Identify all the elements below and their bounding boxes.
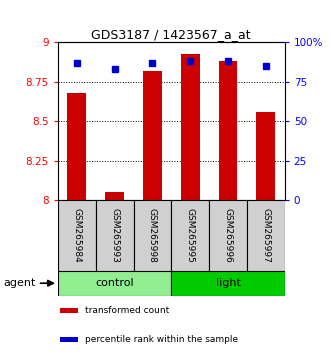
Text: percentile rank within the sample: percentile rank within the sample: [85, 335, 238, 344]
Text: control: control: [95, 278, 134, 288]
Text: GSM265998: GSM265998: [148, 208, 157, 263]
Title: GDS3187 / 1423567_a_at: GDS3187 / 1423567_a_at: [91, 28, 251, 41]
Bar: [58, 271, 171, 296]
Bar: [60, 337, 78, 342]
Text: GSM265993: GSM265993: [110, 208, 119, 263]
Text: GSM265984: GSM265984: [72, 208, 81, 263]
Text: transformed count: transformed count: [85, 306, 169, 315]
Bar: [143, 71, 162, 200]
Bar: [181, 53, 200, 200]
Bar: [68, 93, 86, 200]
Bar: [209, 200, 247, 271]
Text: GSM265996: GSM265996: [223, 208, 232, 263]
Bar: [105, 192, 124, 200]
Bar: [171, 271, 285, 296]
Bar: [60, 308, 78, 313]
Bar: [58, 200, 96, 271]
Text: agent: agent: [3, 278, 36, 288]
Text: GSM265997: GSM265997: [261, 208, 270, 263]
Bar: [133, 200, 171, 271]
Bar: [247, 200, 285, 271]
Text: light: light: [215, 278, 240, 288]
Bar: [218, 61, 237, 200]
Bar: [256, 112, 275, 200]
Bar: [96, 200, 133, 271]
Text: GSM265995: GSM265995: [186, 208, 195, 263]
Bar: [171, 200, 209, 271]
